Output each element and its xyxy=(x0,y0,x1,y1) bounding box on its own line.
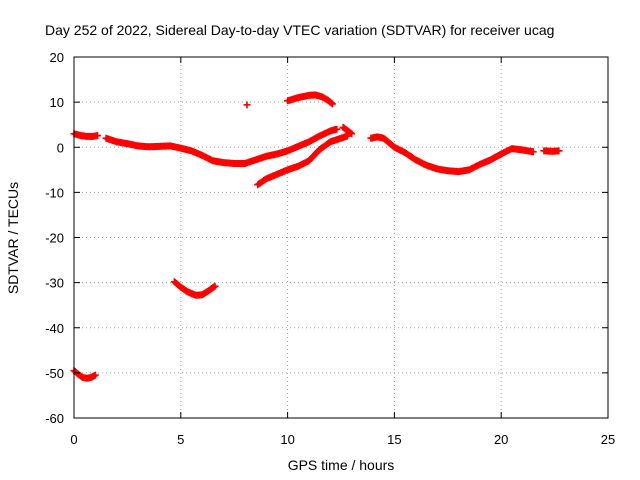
grid-lines xyxy=(74,57,608,418)
data-point xyxy=(529,148,537,156)
data-point xyxy=(327,99,335,107)
y-tick-label: 20 xyxy=(50,50,64,65)
data-point xyxy=(91,371,99,379)
series-arc-2 xyxy=(102,125,341,167)
y-axis-label: SDTVAR / TECUs xyxy=(5,182,21,294)
x-tick-label: 15 xyxy=(387,432,401,447)
series-arc-4 xyxy=(284,91,336,108)
x-tick-label: 25 xyxy=(601,432,615,447)
x-tick-label: 20 xyxy=(494,432,508,447)
axis-ticks: 0 5 10 15 20 25 -60 -50 -40 -30 -20 -10 0 10 20 xyxy=(45,50,615,447)
y-tick-label: -60 xyxy=(45,411,64,426)
data-point xyxy=(555,147,563,155)
y-tick-label: -30 xyxy=(45,276,64,291)
x-tick-label: 5 xyxy=(177,432,184,447)
series-arc-7 xyxy=(367,133,537,176)
series-arc-3 xyxy=(254,132,351,189)
y-tick-label: -40 xyxy=(45,321,64,336)
data-point xyxy=(348,130,356,138)
series-arc-9 xyxy=(170,278,219,299)
series-arc-1 xyxy=(70,130,101,140)
series-arc-6 xyxy=(339,123,356,138)
x-tick-label: 0 xyxy=(70,432,77,447)
x-axis-label: GPS time / hours xyxy=(288,457,395,473)
chart-title: Day 252 of 2022, Sidereal Day-to-day VTE… xyxy=(45,22,554,38)
data-points-layer xyxy=(70,91,563,382)
data-point xyxy=(211,282,219,290)
y-tick-label: -10 xyxy=(45,185,64,200)
y-tick-label: 10 xyxy=(50,95,64,110)
series-arc-5 xyxy=(243,101,251,109)
series-arc-8 xyxy=(540,147,563,155)
series-arc-10 xyxy=(70,367,99,382)
data-point xyxy=(93,132,101,140)
y-tick-label: 0 xyxy=(57,140,64,155)
data-point xyxy=(243,101,251,109)
y-tick-label: -50 xyxy=(45,366,64,381)
y-tick-label: -20 xyxy=(45,231,64,246)
data-point xyxy=(333,125,341,133)
data-point xyxy=(328,100,336,108)
x-tick-label: 10 xyxy=(280,432,294,447)
